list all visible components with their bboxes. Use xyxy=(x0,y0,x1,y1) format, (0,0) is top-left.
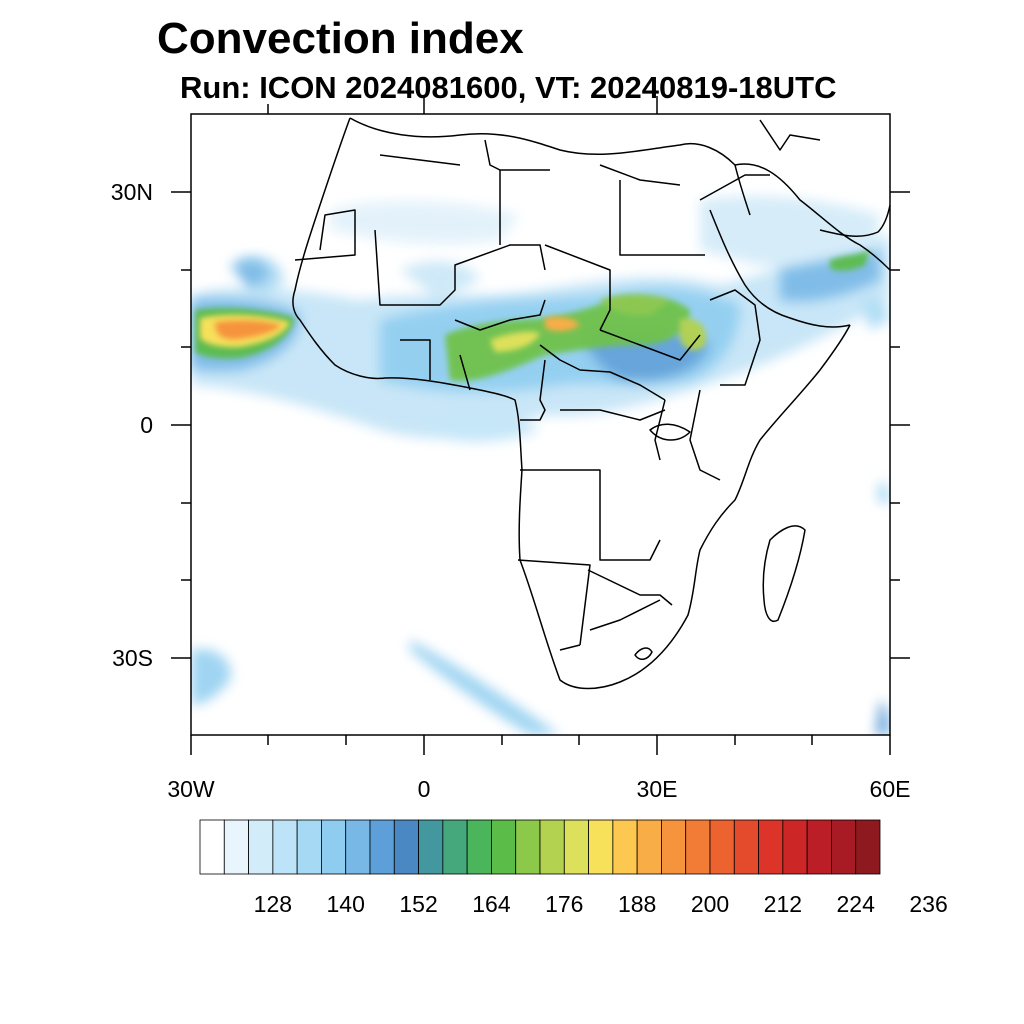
colorbar-swatch xyxy=(685,819,711,875)
colorbar-swatch xyxy=(199,819,225,875)
colorbar-swatch xyxy=(369,819,395,875)
colorbar-swatch xyxy=(515,819,541,875)
colorbar-swatch xyxy=(661,819,687,875)
colorbar-swatch xyxy=(831,819,857,875)
convection-field xyxy=(191,195,890,735)
lat-label: 0 xyxy=(140,412,153,438)
colorbar-label: 200 xyxy=(691,891,729,917)
colorbar-swatch xyxy=(806,819,832,875)
lon-label: 30E xyxy=(637,776,678,802)
colorbar-label: 176 xyxy=(545,891,583,917)
colorbar xyxy=(199,819,881,875)
colorbar-label: 140 xyxy=(327,891,365,917)
colorbar-swatch xyxy=(296,819,322,875)
colorbar-swatch xyxy=(588,819,614,875)
colorbar-label: 188 xyxy=(618,891,656,917)
colorbar-swatch xyxy=(612,819,638,875)
colorbar-swatch xyxy=(418,819,444,875)
colorbar-swatch xyxy=(539,819,565,875)
colorbar-swatch xyxy=(442,819,468,875)
lon-label: 30W xyxy=(167,776,215,802)
colorbar-label: 236 xyxy=(909,891,947,917)
colorbar-swatch xyxy=(272,819,298,875)
colorbar-label: 128 xyxy=(254,891,292,917)
map-outlines xyxy=(292,117,890,690)
lon-label: 60E xyxy=(870,776,911,802)
colorbar-swatch xyxy=(393,819,419,875)
colorbar-swatch xyxy=(563,819,589,875)
colorbar-label: 152 xyxy=(399,891,437,917)
colorbar-swatch xyxy=(782,819,808,875)
colorbar-label: 212 xyxy=(764,891,802,917)
lon-label: 0 xyxy=(418,776,431,802)
lat-label: 30N xyxy=(111,179,153,205)
axis-ticks xyxy=(171,96,910,755)
colorbar-swatch xyxy=(321,819,347,875)
colorbar-swatch xyxy=(466,819,492,875)
colorbar-labels: 128 140 152 164 176 188 200 212 224 236 xyxy=(254,891,948,917)
colorbar-label: 224 xyxy=(837,891,876,917)
colorbar-swatch xyxy=(345,819,371,875)
colorbar-label: 164 xyxy=(472,891,511,917)
colorbar-swatch xyxy=(223,819,249,875)
chart-title: Convection index xyxy=(157,14,524,63)
colorbar-swatch xyxy=(855,819,881,875)
colorbar-swatch xyxy=(733,819,759,875)
lat-label: 30S xyxy=(112,645,153,671)
colorbar-swatch xyxy=(248,819,274,875)
colorbar-swatch xyxy=(491,819,517,875)
colorbar-swatch xyxy=(636,819,662,875)
chart-subtitle: Run: ICON 2024081600, VT: 20240819-18UTC xyxy=(180,70,837,105)
colorbar-swatch xyxy=(709,819,735,875)
colorbar-swatch xyxy=(758,819,784,875)
